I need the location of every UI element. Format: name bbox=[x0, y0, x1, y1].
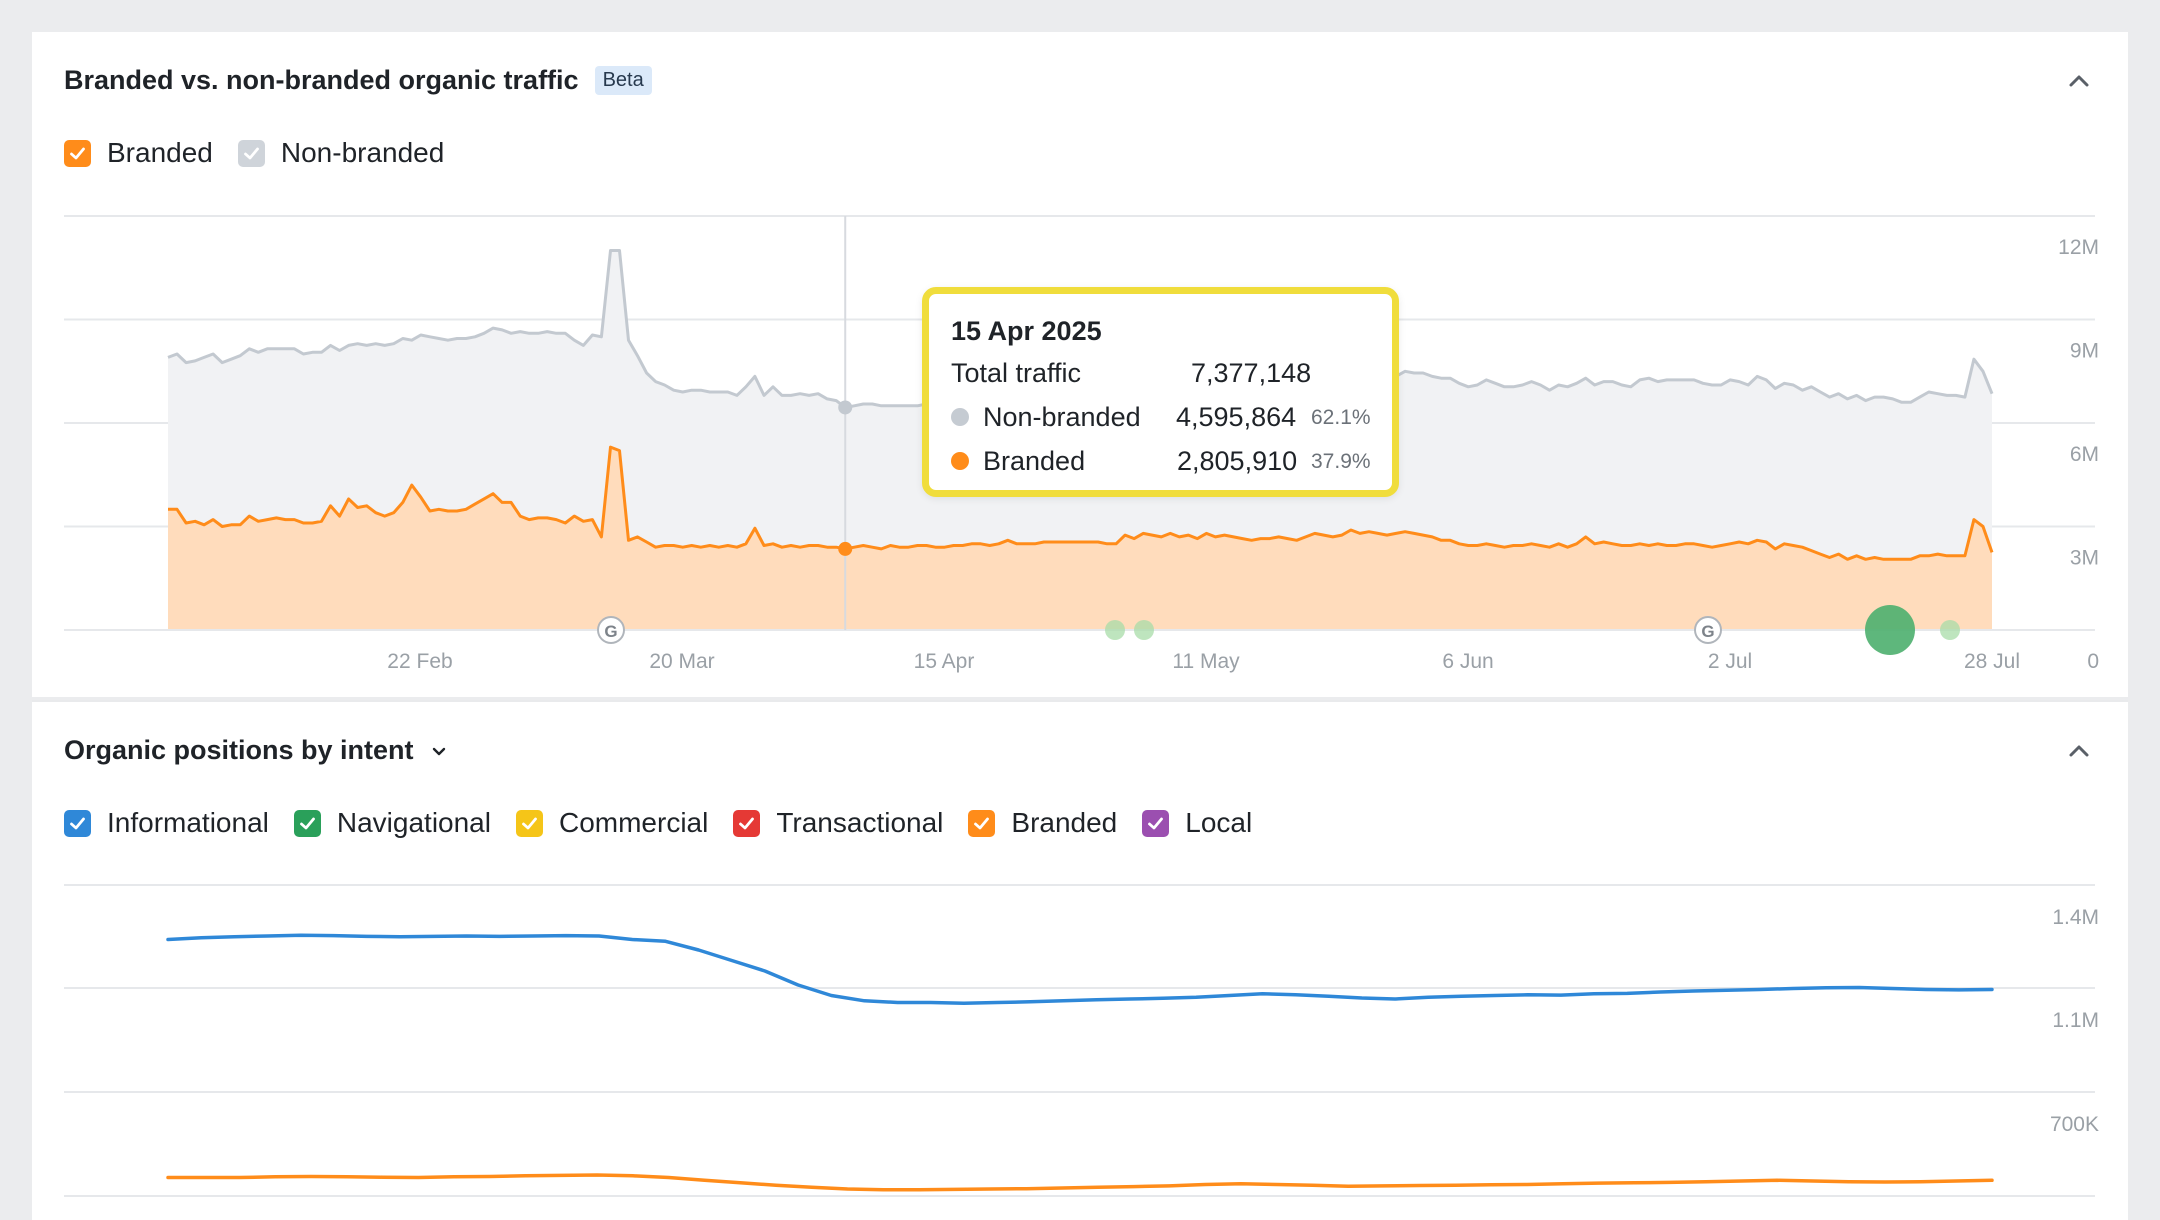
google-icon: G bbox=[1694, 616, 1722, 644]
panel-title-text: Organic positions by intent bbox=[64, 735, 414, 765]
checkbox[interactable] bbox=[64, 809, 91, 837]
checkbox[interactable] bbox=[1142, 809, 1170, 837]
y-tick-label: 700K bbox=[2050, 1113, 2099, 1136]
chevron-up-icon bbox=[2069, 745, 2089, 757]
check-icon bbox=[70, 817, 85, 829]
y-tick-label: 0 bbox=[2087, 650, 2099, 673]
tooltip-total-label: Total traffic bbox=[951, 358, 1082, 388]
google-icon-glyph: G bbox=[604, 622, 617, 641]
event-marker bbox=[1940, 620, 1960, 640]
hover-point-branded bbox=[838, 541, 853, 556]
x-tick-label: 20 Mar bbox=[649, 650, 714, 673]
legend-label: Branded bbox=[1011, 807, 1118, 838]
check-icon bbox=[974, 817, 990, 829]
legend-item-commercial[interactable]: Commercial bbox=[515, 807, 709, 839]
hover-point-non-branded bbox=[838, 400, 853, 415]
legend: Informational Navigational Commercial Trans… bbox=[64, 807, 1252, 839]
collapse-button[interactable] bbox=[2062, 64, 2096, 98]
checkbox[interactable] bbox=[733, 809, 761, 837]
y-tick-label: 1.4M bbox=[2052, 906, 2099, 929]
y-tick-label: 3M bbox=[2070, 547, 2099, 570]
series-dot bbox=[951, 451, 969, 470]
check-icon bbox=[299, 817, 315, 829]
chevron-down-icon[interactable] bbox=[430, 742, 448, 760]
legend-label: Informational bbox=[107, 807, 269, 838]
legend-item-informational[interactable]: Informational bbox=[64, 807, 269, 839]
legend: Branded Non-branded bbox=[64, 137, 444, 169]
tooltip-row-label: Non-branded bbox=[983, 402, 1141, 432]
event-marker bbox=[1134, 620, 1154, 640]
google-icon-circle bbox=[597, 616, 625, 644]
y-tick-label: 12M bbox=[2058, 236, 2099, 259]
tooltip-date: 15 Apr 2025 bbox=[951, 316, 1102, 346]
panel-divider bbox=[32, 700, 2128, 702]
checkbox[interactable] bbox=[237, 139, 265, 167]
legend-label: Navigational bbox=[336, 807, 491, 838]
checkbox[interactable] bbox=[515, 809, 543, 837]
x-tick-label: 11 May bbox=[1172, 650, 1240, 673]
check-icon bbox=[522, 817, 537, 829]
google-icon: G bbox=[597, 616, 625, 644]
legend-label: Non-branded bbox=[280, 137, 445, 168]
event-marker bbox=[1105, 620, 1125, 640]
legend-item-local[interactable]: Local bbox=[1142, 807, 1252, 839]
legend-label: Branded bbox=[107, 137, 213, 168]
x-tick-label: 2 Jul bbox=[1708, 650, 1752, 673]
checkbox[interactable] bbox=[968, 809, 996, 837]
google-icon-circle bbox=[1694, 616, 1722, 644]
check-icon bbox=[1148, 817, 1164, 829]
panel-title-text: Branded vs. non-branded organic traffic bbox=[64, 65, 579, 95]
series-dot bbox=[951, 407, 969, 426]
y-tick-label: 6M bbox=[2070, 443, 2099, 466]
x-tick-label: 28 Jul bbox=[1964, 650, 2020, 673]
y-tick-label: 1.1M bbox=[2052, 1009, 2099, 1032]
panel-title: Branded vs. non-branded organic traffic … bbox=[64, 65, 652, 96]
legend-item-non-branded[interactable]: Non-branded bbox=[237, 137, 445, 169]
tooltip-row-pct: 37.9% bbox=[1311, 450, 1371, 473]
check-icon bbox=[70, 147, 85, 159]
legend-label: Transactional bbox=[776, 807, 944, 838]
y-tick-label: 9M bbox=[2070, 340, 2099, 363]
beta-badge: Beta bbox=[594, 66, 652, 95]
positions-by-intent-panel: Organic positions by intent Informationa… bbox=[32, 700, 2128, 1220]
google-icon-glyph: G bbox=[1701, 622, 1714, 641]
chevron-up-icon bbox=[2069, 75, 2089, 87]
checkbox[interactable] bbox=[64, 139, 91, 167]
tooltip-row-pct: 62.1% bbox=[1311, 406, 1371, 429]
x-tick-label: 6 Jun bbox=[1442, 650, 1493, 673]
check-icon bbox=[243, 147, 259, 159]
collapse-button[interactable] bbox=[2062, 734, 2096, 768]
checkbox[interactable] bbox=[293, 809, 321, 837]
legend-label: Commercial bbox=[558, 807, 709, 838]
legend-item-transactional[interactable]: Transactional bbox=[733, 807, 943, 839]
tooltip-row-value: 4,595,864 bbox=[1176, 402, 1297, 432]
x-tick-label: 22 Feb bbox=[387, 650, 452, 673]
check-icon bbox=[739, 817, 755, 829]
tooltip-row-non-branded: Non-branded bbox=[951, 402, 1141, 433]
legend-item-branded[interactable]: Branded bbox=[968, 807, 1117, 839]
tooltip-row-branded: Branded bbox=[951, 446, 1085, 477]
branded-line bbox=[168, 445, 1994, 561]
legend-label: Local bbox=[1185, 807, 1253, 838]
branded-area bbox=[168, 447, 1992, 630]
tooltip-total-value: 7,377,148 bbox=[1191, 358, 1312, 388]
tooltip-row-value: 2,805,910 bbox=[1177, 446, 1298, 476]
chart-tooltip: 15 Apr 2025 Total traffic 7,377,148 Non-… bbox=[922, 287, 1399, 497]
panel-title[interactable]: Organic positions by intent bbox=[64, 735, 448, 766]
legend-item-branded[interactable]: Branded bbox=[64, 137, 213, 169]
x-tick-label: 15 Apr bbox=[914, 650, 975, 673]
series-line-informational bbox=[166, 933, 1994, 1005]
event-marker bbox=[1865, 605, 1915, 655]
series-line-branded bbox=[166, 1173, 1994, 1192]
legend-item-navigational[interactable]: Navigational bbox=[293, 807, 491, 839]
tooltip-row-label: Branded bbox=[983, 446, 1086, 476]
